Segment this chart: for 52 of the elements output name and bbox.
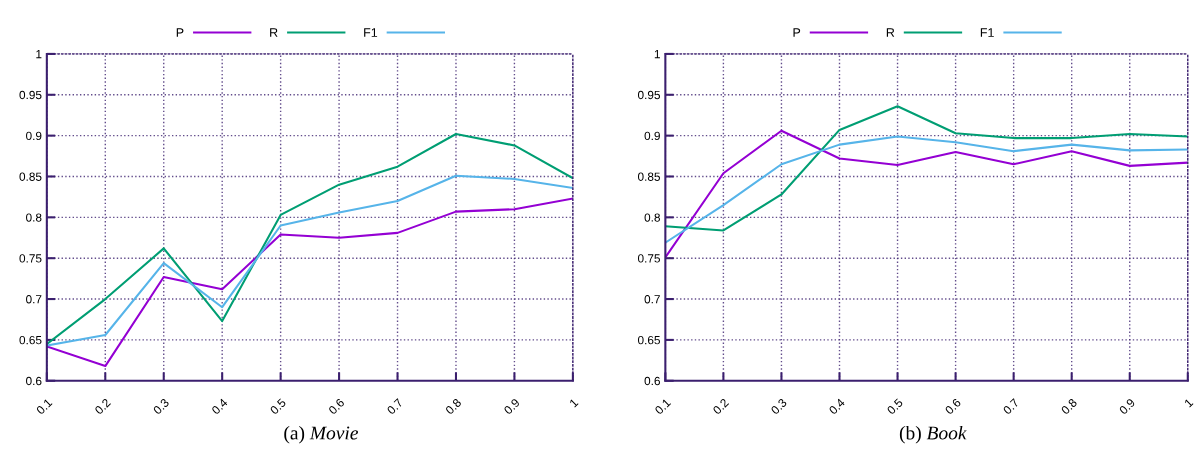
y-tick-label: 1 xyxy=(654,50,660,59)
legend-label: P xyxy=(793,28,801,37)
y-tick-label: 0.85 xyxy=(637,172,660,181)
line-series xyxy=(46,197,573,368)
x-tick-label: 0.4 xyxy=(211,397,229,415)
x-tick-label: 0.3 xyxy=(770,398,788,415)
y-tick-label: 0.65 xyxy=(637,335,660,345)
x-tick-label: 0.1 xyxy=(654,398,672,415)
y-tick-label: 0.6 xyxy=(26,376,42,386)
y-tick-label: 0.75 xyxy=(637,254,660,263)
x-tick-label: 0.5 xyxy=(269,398,287,415)
x-tick-label: 0.4 xyxy=(828,397,846,415)
legend-label: R xyxy=(270,28,278,37)
y-tick-label: 0.9 xyxy=(26,131,42,141)
y-tick-label: 0.9 xyxy=(644,131,660,141)
legend-label: F1 xyxy=(364,28,378,37)
legend-label: P xyxy=(176,28,184,37)
y-tick-label: 0.95 xyxy=(19,90,42,100)
y-tick-label: 0.8 xyxy=(26,213,42,222)
text: (b) Book xyxy=(899,425,967,444)
legend-label: R xyxy=(886,28,895,37)
x-tick-label: 0.2 xyxy=(94,398,111,415)
x-tick-label: 1 xyxy=(1184,398,1194,408)
y-tick-label: 1 xyxy=(36,50,42,59)
x-tick-label: 0.9 xyxy=(1118,398,1136,415)
x-tick-label: 0.3 xyxy=(152,398,170,415)
legend-label: F1 xyxy=(980,28,994,37)
x-tick-label: 0.2 xyxy=(712,398,730,415)
x-tick-label: 0.7 xyxy=(1002,398,1020,415)
y-tick-label: 0.6 xyxy=(644,376,660,386)
line-series xyxy=(665,105,1188,232)
x-tick-label: 0.8 xyxy=(444,398,462,415)
y-tick-label: 0.65 xyxy=(19,335,42,345)
x-tick-label: 0.9 xyxy=(503,398,521,415)
y-tick-label: 0.7 xyxy=(26,295,42,304)
y-tick-label: 0.8 xyxy=(644,213,660,222)
y-tick-label: 0.85 xyxy=(19,172,42,181)
x-tick-label: 0.5 xyxy=(886,398,904,415)
x-tick-label: 0.6 xyxy=(944,398,962,415)
x-tick-label: 0.1 xyxy=(35,398,53,415)
x-tick-label: 0.7 xyxy=(386,398,404,415)
line-series xyxy=(46,174,573,347)
x-tick-label: 1 xyxy=(569,398,579,408)
text: (a) Movie xyxy=(284,425,358,444)
y-tick-label: 0.7 xyxy=(644,295,660,304)
line-series xyxy=(665,135,1188,244)
line-series xyxy=(46,132,573,346)
y-tick-label: 0.95 xyxy=(637,90,660,100)
x-tick-label: 0.8 xyxy=(1060,398,1078,415)
x-tick-label: 0.6 xyxy=(328,398,345,415)
line-series xyxy=(665,129,1188,259)
y-tick-label: 0.75 xyxy=(19,254,42,263)
